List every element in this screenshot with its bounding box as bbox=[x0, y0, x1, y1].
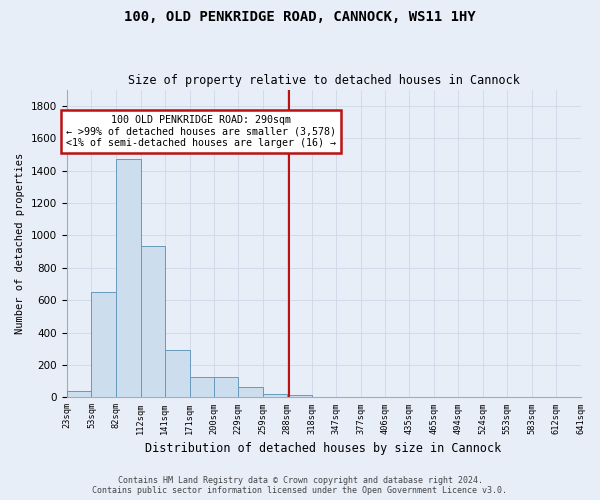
Bar bbox=[238, 388, 263, 398]
Bar bbox=[287, 395, 312, 398]
Bar bbox=[214, 376, 238, 398]
Bar bbox=[67, 391, 91, 398]
Text: 100, OLD PENKRIDGE ROAD, CANNOCK, WS11 1HY: 100, OLD PENKRIDGE ROAD, CANNOCK, WS11 1… bbox=[124, 10, 476, 24]
Bar bbox=[263, 394, 287, 398]
Bar bbox=[91, 292, 116, 398]
Text: 100 OLD PENKRIDGE ROAD: 290sqm
← >99% of detached houses are smaller (3,578)
<1%: 100 OLD PENKRIDGE ROAD: 290sqm ← >99% of… bbox=[66, 115, 336, 148]
Title: Size of property relative to detached houses in Cannock: Size of property relative to detached ho… bbox=[128, 74, 520, 87]
Text: Contains HM Land Registry data © Crown copyright and database right 2024.
Contai: Contains HM Land Registry data © Crown c… bbox=[92, 476, 508, 495]
X-axis label: Distribution of detached houses by size in Cannock: Distribution of detached houses by size … bbox=[145, 442, 502, 455]
Bar bbox=[140, 246, 164, 398]
Y-axis label: Number of detached properties: Number of detached properties bbox=[15, 153, 25, 334]
Bar bbox=[116, 159, 140, 398]
Bar bbox=[164, 350, 190, 398]
Bar bbox=[190, 376, 214, 398]
